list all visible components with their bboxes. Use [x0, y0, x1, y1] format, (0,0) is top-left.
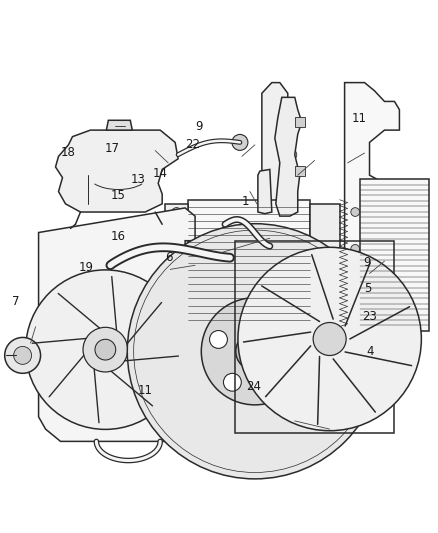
- Circle shape: [285, 116, 297, 128]
- Polygon shape: [275, 98, 302, 216]
- Text: 16: 16: [111, 230, 126, 243]
- Polygon shape: [56, 130, 178, 212]
- FancyBboxPatch shape: [360, 179, 429, 331]
- Circle shape: [268, 373, 286, 391]
- Text: 22: 22: [185, 138, 200, 151]
- FancyBboxPatch shape: [295, 166, 305, 176]
- Text: 17: 17: [105, 142, 120, 155]
- Text: 11: 11: [137, 384, 152, 398]
- Circle shape: [83, 327, 128, 372]
- Circle shape: [285, 173, 297, 185]
- Polygon shape: [345, 83, 399, 298]
- FancyBboxPatch shape: [295, 117, 305, 127]
- Circle shape: [351, 281, 360, 290]
- Text: 9: 9: [196, 120, 203, 133]
- Circle shape: [25, 270, 185, 430]
- FancyBboxPatch shape: [165, 204, 188, 322]
- FancyBboxPatch shape: [360, 207, 389, 232]
- FancyBboxPatch shape: [188, 200, 310, 327]
- Text: 13: 13: [131, 173, 146, 185]
- Circle shape: [171, 238, 182, 248]
- Circle shape: [351, 208, 360, 216]
- Polygon shape: [262, 83, 295, 224]
- Circle shape: [201, 298, 308, 405]
- Text: 18: 18: [61, 146, 76, 159]
- Text: 7: 7: [12, 295, 20, 308]
- Text: 19: 19: [78, 261, 93, 274]
- Circle shape: [171, 207, 182, 218]
- Circle shape: [171, 309, 182, 319]
- Text: 6: 6: [165, 251, 173, 264]
- Text: 4: 4: [366, 345, 373, 358]
- Text: 15: 15: [111, 189, 126, 202]
- Circle shape: [171, 280, 182, 290]
- FancyBboxPatch shape: [310, 204, 339, 322]
- Polygon shape: [106, 120, 132, 130]
- Text: 24: 24: [247, 380, 261, 393]
- Circle shape: [313, 322, 346, 356]
- Text: 1: 1: [241, 195, 249, 207]
- Text: 11: 11: [351, 111, 366, 125]
- Circle shape: [283, 330, 300, 349]
- Circle shape: [246, 304, 264, 322]
- Circle shape: [14, 346, 32, 365]
- Circle shape: [232, 134, 248, 150]
- Circle shape: [5, 337, 41, 373]
- Polygon shape: [39, 208, 195, 441]
- Circle shape: [236, 332, 274, 370]
- Circle shape: [127, 224, 382, 479]
- Circle shape: [351, 245, 360, 253]
- Text: 23: 23: [362, 310, 377, 323]
- Circle shape: [95, 340, 116, 360]
- Text: 14: 14: [152, 167, 168, 180]
- Circle shape: [223, 373, 241, 391]
- Circle shape: [285, 149, 297, 160]
- Text: 5: 5: [364, 282, 371, 295]
- Polygon shape: [258, 169, 272, 214]
- Circle shape: [209, 330, 227, 349]
- Circle shape: [238, 247, 421, 431]
- Text: 9: 9: [364, 256, 371, 269]
